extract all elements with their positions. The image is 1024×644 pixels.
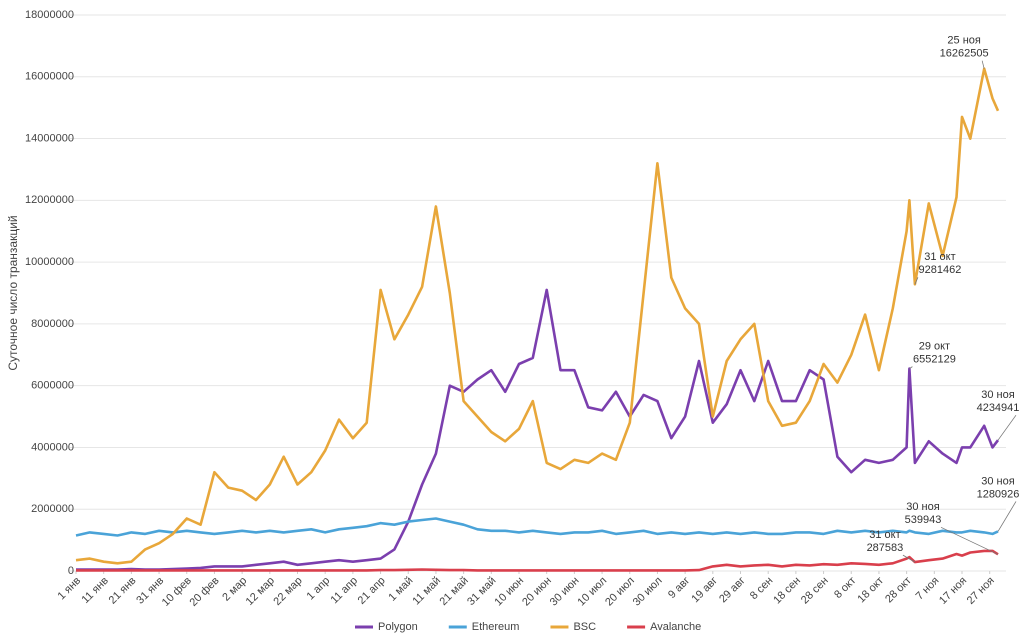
y-tick-label: 18000000 — [25, 9, 74, 21]
y-axis-title: Суточное число транзакций — [6, 215, 20, 370]
annotation-leader — [909, 366, 913, 369]
y-tick-label: 16000000 — [25, 71, 74, 83]
annotation-leader — [902, 554, 916, 563]
x-tick-label: 10 фев — [160, 575, 194, 609]
x-tick-label: 28 окт — [883, 575, 914, 606]
annotation-value: 9281462 — [919, 264, 962, 276]
annotation-value: 4234941 — [977, 402, 1020, 414]
annotation-date: 25 ноя — [947, 35, 980, 47]
legend-label: Polygon — [378, 621, 418, 633]
x-tick-label: 11 май — [410, 575, 443, 608]
x-tick-label: 22 мар — [271, 575, 304, 608]
annotation-value: 287583 — [867, 542, 904, 554]
x-tick-label: 20 фев — [187, 575, 221, 609]
x-tick-label: 18 сен — [771, 575, 803, 607]
y-tick-label: 6000000 — [31, 380, 74, 392]
x-tick-label: 31 май — [465, 575, 498, 608]
annotation-value: 16262505 — [940, 48, 989, 60]
annotation-date: 30 ноя — [981, 475, 1014, 487]
annotation-date: 30 ноя — [906, 501, 939, 513]
x-tick-label: 11 апр — [328, 575, 360, 607]
y-tick-label: 0 — [68, 565, 74, 577]
legend: Polygon Ethereum BSC Avalanche — [355, 621, 701, 633]
legend-label: Ethereum — [472, 621, 520, 633]
x-tick-label: 18 окт — [855, 575, 886, 606]
y-tick-label: 12000000 — [25, 194, 74, 206]
annotation-value: 539943 — [905, 514, 942, 526]
y-tick-label: 10000000 — [25, 256, 74, 268]
x-tick-label: 30 июл — [631, 575, 665, 609]
annotation-leader — [997, 501, 1017, 532]
x-tick-label: 12 мар — [244, 575, 277, 608]
x-tick-label: 21 май — [437, 575, 470, 608]
x-tick-label: 21 апр — [356, 575, 388, 607]
x-tick-label: 10 июн — [492, 575, 526, 609]
annotation-leader — [997, 414, 1017, 441]
y-tick-label: 2000000 — [31, 503, 74, 515]
annotation-leader — [940, 526, 999, 555]
annotation-leader — [914, 277, 919, 285]
x-tick-label: 19 авг — [689, 575, 720, 606]
annotation-value: 1280926 — [977, 488, 1020, 500]
x-tick-label: 20 июн — [520, 575, 554, 609]
x-tick-label: 29 авг — [717, 575, 748, 606]
x-tick-label: 17 ноя — [937, 575, 969, 607]
annotation-date: 31 окт — [869, 529, 900, 541]
x-tick-label: 20 июл — [603, 575, 637, 609]
annotation-date: 29 окт — [919, 341, 950, 353]
series-line — [76, 549, 999, 572]
x-tick-label: 27 ноя — [965, 575, 997, 607]
legend-label: BSC — [573, 621, 596, 633]
x-tick-label: 28 сен — [799, 575, 831, 607]
annotation-date: 31 окт — [924, 251, 955, 263]
x-tick-label: 21 янв — [107, 575, 139, 607]
legend-label: Avalanche — [650, 621, 701, 633]
annotation-date: 30 ноя — [981, 389, 1014, 401]
annotation-leader — [981, 60, 985, 69]
x-tick-label: 10 июл — [575, 575, 609, 609]
y-tick-label: 14000000 — [25, 132, 74, 144]
x-tick-label: 11 янв — [79, 575, 110, 606]
series-line — [75, 67, 1000, 565]
x-tick-label: 30 июн — [548, 575, 582, 609]
annotation-value: 6552129 — [913, 354, 956, 366]
y-tick-label: 4000000 — [31, 441, 74, 453]
series-line — [75, 517, 999, 537]
y-tick-label: 8000000 — [31, 318, 74, 330]
series-line — [76, 288, 1000, 571]
